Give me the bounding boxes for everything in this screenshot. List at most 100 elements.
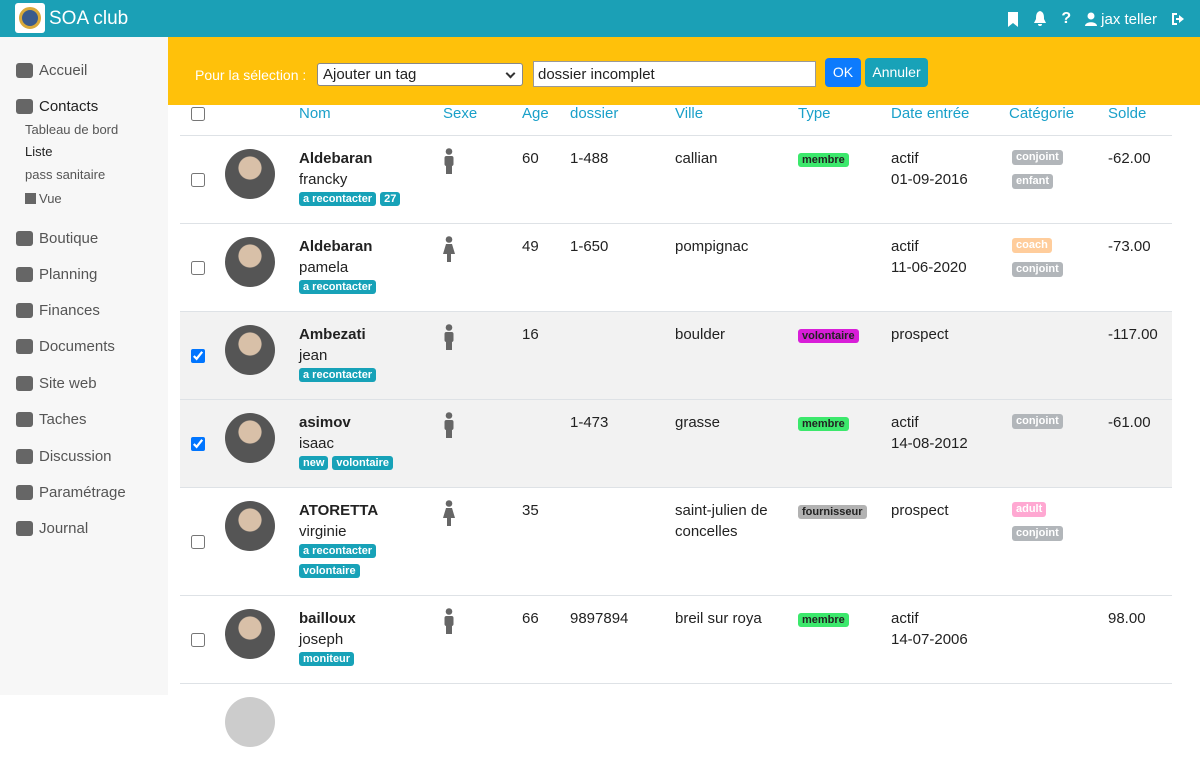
subnav-item[interactable]: Vue [25, 191, 62, 206]
column-header[interactable]: Ville [675, 105, 704, 122]
logo[interactable] [15, 3, 45, 33]
first-name: pamela [299, 259, 349, 276]
nav-label[interactable]: Documents [39, 338, 115, 355]
category-cell: conjoint enfant [1001, 136, 1100, 223]
balance-cell [1100, 488, 1172, 595]
subnav-item[interactable]: pass sanitaire [25, 167, 105, 182]
nav-item[interactable]: Contacts [16, 98, 98, 115]
row-checkbox[interactable] [191, 534, 205, 549]
nav-label[interactable]: Taches [39, 411, 87, 428]
user-name[interactable]: jax teller [1101, 10, 1157, 28]
nav-item[interactable]: Journal [16, 520, 88, 537]
row-checkbox[interactable] [191, 436, 205, 451]
city-cell: breil sur roya [667, 596, 790, 683]
cancel-button[interactable]: Annuler [865, 58, 928, 87]
date-cell: actif 14-08-2012 [883, 400, 1001, 487]
last-name[interactable]: ATORETTA [299, 502, 379, 519]
nav-label[interactable]: Planning [39, 266, 98, 283]
balance: 98.00 [1108, 610, 1146, 627]
user-menu[interactable]: jax teller [1085, 11, 1157, 28]
sex-cell [435, 596, 514, 683]
last-name[interactable]: Aldebaran [299, 238, 373, 255]
nav-label[interactable]: Paramétrage [39, 484, 126, 501]
select-cell [180, 136, 218, 223]
nav-label[interactable]: Site web [39, 375, 97, 392]
sex-icon [443, 608, 455, 638]
city-cell: pompignac [667, 224, 790, 311]
nav-item[interactable]: Paramétrage [16, 484, 126, 501]
sex-cell [435, 136, 514, 223]
nav-icon [16, 521, 33, 536]
nav-item[interactable]: Boutique [16, 230, 98, 247]
nav-label[interactable]: Discussion [39, 448, 112, 465]
table-row: Ambezati jean a recontacter 16 boulder volont… [180, 312, 1172, 400]
last-name[interactable]: Ambezati [299, 326, 366, 343]
column-header[interactable]: Type [798, 105, 831, 122]
nav-label[interactable]: Finances [39, 302, 100, 319]
balance-cell: 98.00 [1100, 596, 1172, 683]
select-cell [180, 488, 218, 595]
select-all-checkbox[interactable] [191, 107, 205, 121]
app-title[interactable]: SOA club [49, 8, 129, 29]
subnav-label[interactable]: Tableau de bord [25, 122, 119, 137]
subnav-label[interactable]: Vue [39, 191, 62, 206]
column-header[interactable]: Date entrée [891, 105, 970, 122]
nav-label[interactable]: Accueil [39, 62, 88, 79]
nav-label[interactable]: Journal [39, 520, 89, 537]
column-header[interactable]: Catégorie [1009, 105, 1075, 122]
nav-item[interactable]: Documents [16, 338, 115, 355]
row-checkbox[interactable] [191, 348, 205, 363]
subnav-item[interactable]: Liste [25, 144, 52, 159]
logout-icon[interactable] [1171, 12, 1186, 26]
category-cell: coach conjoint [1001, 224, 1100, 311]
first-name: virginie [299, 523, 347, 540]
last-name[interactable]: bailloux [299, 610, 356, 627]
subnav-label[interactable]: Liste [25, 144, 53, 159]
column-header[interactable]: dossier [570, 105, 619, 122]
tag-badge: volontaire [332, 456, 393, 470]
column-header[interactable]: Sexe [443, 105, 478, 122]
nav-item[interactable]: Taches [16, 411, 87, 428]
category-badge: conjoint [1012, 526, 1063, 541]
nav-item[interactable]: Site web [16, 375, 97, 392]
nav-label[interactable]: Boutique [39, 230, 99, 247]
row-checkbox[interactable] [191, 260, 205, 275]
nav-item[interactable]: Accueil [16, 62, 87, 79]
date-cell: prospect [883, 312, 1001, 399]
last-name[interactable]: asimov [299, 414, 351, 431]
last-name[interactable]: Aldebaran [299, 150, 373, 167]
nav-icon [16, 485, 33, 500]
bookmark-icon[interactable] [1007, 11, 1019, 27]
column-header[interactable]: Nom [299, 105, 331, 122]
nav-item[interactable]: Planning [16, 266, 97, 283]
balance-cell: -73.00 [1100, 224, 1172, 311]
subnav-item[interactable]: Tableau de bord [25, 122, 118, 137]
nav-label[interactable]: Contacts [39, 98, 99, 115]
tag-input[interactable]: dossier incomplet [533, 61, 816, 87]
avatar-cell [218, 136, 291, 223]
ok-button[interactable]: OK [825, 58, 861, 87]
row-checkbox[interactable] [191, 172, 205, 187]
date-cell: prospect [883, 488, 1001, 595]
first-name: francky [299, 171, 348, 188]
select-cell [180, 596, 218, 683]
type-cell: membre [790, 400, 883, 487]
column-header[interactable]: Solde [1108, 105, 1147, 122]
action-select[interactable]: Ajouter un tag [317, 63, 523, 86]
nav-item[interactable]: Finances [16, 302, 100, 319]
row-checkbox[interactable] [191, 632, 205, 647]
column-header[interactable]: Age [522, 105, 549, 122]
bell-icon[interactable] [1033, 11, 1047, 27]
dossier: 1-473 [570, 414, 609, 431]
balance-cell: -117.00 [1100, 312, 1172, 399]
status: actif [891, 414, 919, 431]
nav-item[interactable]: Discussion [16, 448, 112, 465]
help-icon[interactable]: ? [1061, 10, 1072, 27]
sex-icon [443, 500, 455, 530]
age-cell: 66 [514, 596, 562, 683]
tag-badge: a recontacter [299, 192, 377, 206]
age: 16 [522, 326, 539, 343]
category-cell [1001, 312, 1100, 399]
subnav-label[interactable]: pass sanitaire [25, 167, 106, 182]
dossier-cell: 1-473 [562, 400, 667, 487]
